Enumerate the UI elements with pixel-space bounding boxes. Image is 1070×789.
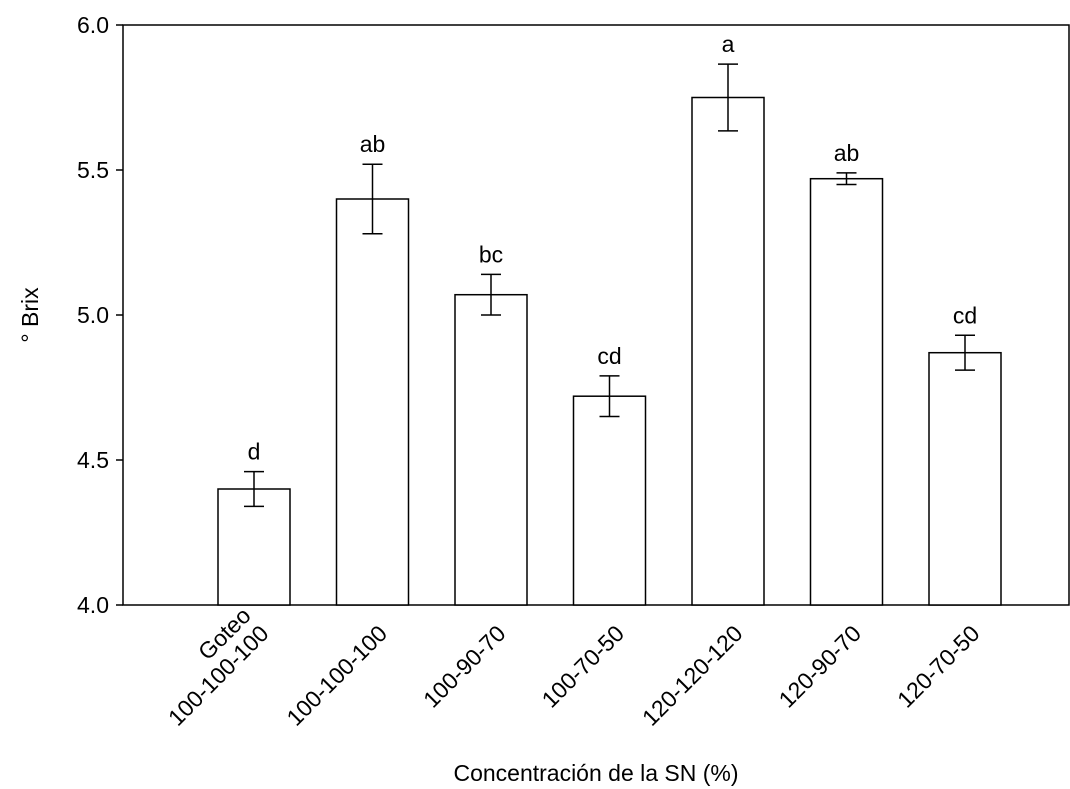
error-bar (244, 470, 264, 508)
value-label: bc (479, 241, 503, 267)
value-label: ab (834, 140, 860, 166)
y-tick-label: 4.0 (77, 592, 109, 618)
x-tick-label: 120-90-70 (774, 620, 867, 713)
bar (809, 177, 884, 606)
y-tick-label: 5.5 (77, 157, 109, 183)
y-tick-label: 6.0 (77, 12, 109, 38)
bar (454, 293, 528, 606)
error-bar (955, 334, 975, 371)
x-tick-label: 100-70-50 (537, 620, 630, 713)
y-tick-label: 5.0 (77, 302, 109, 328)
x-tick-label: 120-70-50 (892, 620, 985, 713)
bar (572, 395, 647, 606)
bar (691, 96, 765, 606)
y-axis-title: ° Brix (17, 287, 43, 343)
error-bar (718, 63, 738, 132)
y-tick-label: 4.5 (77, 447, 109, 473)
x-tick-label: 120-120-120 (637, 620, 748, 731)
value-label: cd (597, 343, 621, 369)
bar (928, 351, 1002, 606)
x-tick-label: 100-90-70 (418, 620, 511, 713)
error-bar (836, 172, 857, 186)
bar (335, 198, 410, 606)
value-label: cd (953, 302, 977, 328)
error-bar (599, 375, 620, 418)
error-bar (362, 163, 383, 235)
value-label: ab (360, 131, 386, 157)
x-tick-label: Goteo100-100-100 (145, 602, 274, 731)
value-label: d (248, 439, 261, 465)
x-tick-label: 100-100-100 (281, 620, 392, 731)
value-label: a (722, 31, 735, 57)
error-bar (481, 273, 501, 316)
x-axis-title: Concentración de la SN (%) (453, 760, 738, 786)
